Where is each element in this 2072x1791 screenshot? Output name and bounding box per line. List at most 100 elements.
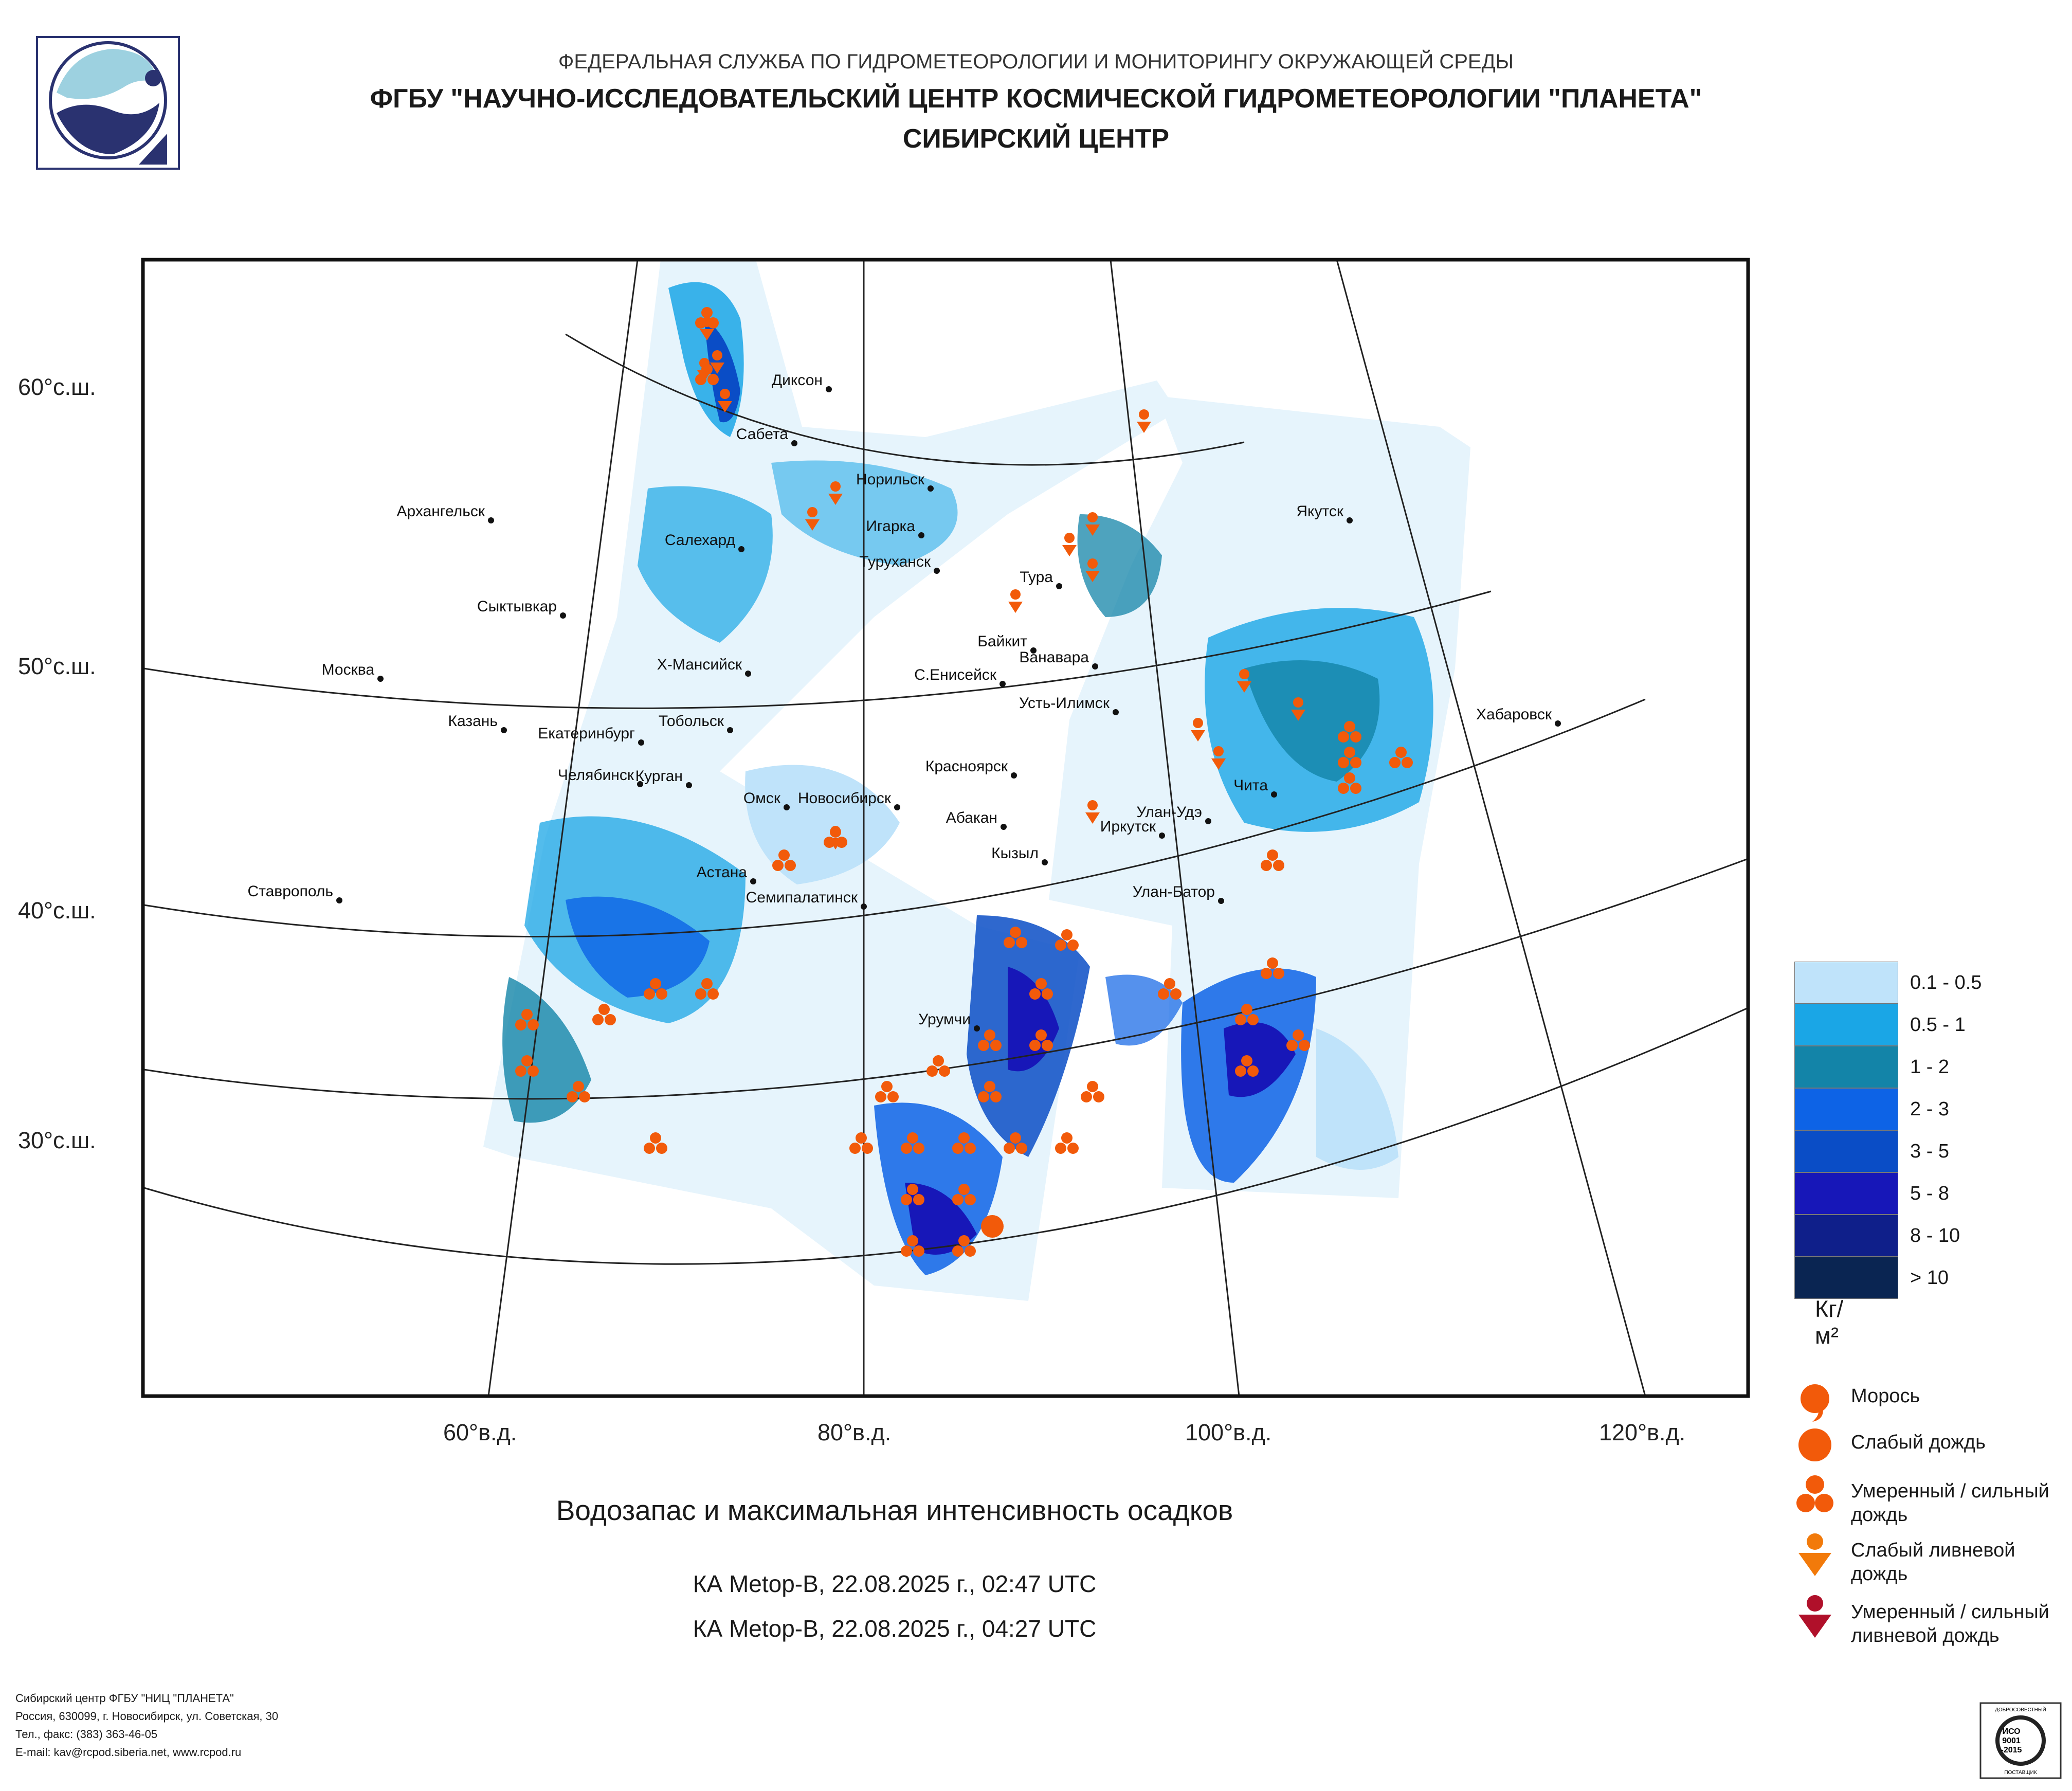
drizzle-icon [1801,1384,1829,1422]
city-marker: Улан-Удэ [1136,804,1211,824]
city-marker: Тура [1020,569,1062,589]
satellite-pass-2: КА Metop-B, 22.08.2025 г., 04:27 UTC [693,1615,1097,1642]
city-label: Салехард [665,532,735,549]
legend-scale-row: 1 - 2 [1794,1046,2062,1088]
map-area: Диксон Сабета Норильск Салехард Игарка Туруха… [143,260,1748,1396]
legend-symbol-label: Слабый ливневой дождь [1851,1540,2015,1585]
city-dot [638,739,644,746]
lat-label-50: 50°с.ш. [18,653,96,679]
city-marker: Курган [635,768,692,788]
legend-swatch [1794,1088,1898,1130]
city-label: Улан-Батор [1133,883,1215,900]
city-marker: Ванавара [1019,649,1098,670]
city-marker: Казань [448,713,507,733]
legend-scale-label: 0.5 - 1 [1910,1014,1966,1036]
light-shower-symbol [1062,533,1077,556]
city-dot [784,804,790,810]
legend-scale-label: 3 - 5 [1910,1141,1950,1162]
legend-scale-label: 1 - 2 [1910,1056,1950,1078]
city-marker: Екатеринбург [538,725,644,746]
city-marker: Якутск [1296,503,1353,523]
legend-swatch [1794,1172,1898,1215]
city-label: Норильск [856,471,925,488]
city-dot [1205,818,1211,824]
city-marker: Новосибирск [798,790,900,810]
moderate-rain-symbol [515,1009,539,1030]
city-dot [861,903,867,910]
city-marker: Семипалатинск [746,889,867,910]
moderate-rain-symbol [1389,747,1413,768]
legend-scale-label: 2 - 3 [1910,1098,1950,1120]
moderate-rain-symbol [1055,929,1079,951]
city-dot [1218,898,1224,904]
city-label: Тобольск [659,713,724,730]
legend-scale-row: 3 - 5 [1794,1130,2062,1172]
legend-scale-label: 8 - 10 [1910,1225,1960,1246]
lon-label-120: 120°в.д. [1599,1419,1686,1445]
moderate-rain-symbol [952,1235,976,1257]
city-marker: Тобольск [659,713,733,733]
city-label: Семипалатинск [746,889,858,906]
moderate-rain-symbol [875,1081,899,1102]
light-shower-symbol [805,507,820,531]
moderate-rain-symbol [1261,957,1284,979]
city-dot [686,782,692,788]
city-label: Сыктывкар [477,598,557,615]
header-center: СИБИРСКИЙ ЦЕНТР [902,124,1170,154]
moderate-rain-symbol [1338,721,1361,743]
city-marker: Москва [322,661,384,682]
moderate-rain-symbol [1235,1055,1259,1077]
light-shower-symbol [1085,512,1100,536]
city-marker: Ставрополь [248,883,342,903]
legend-swatch [1794,962,1898,1004]
map-frame [141,258,1750,1398]
light-shower-symbol [1191,718,1205,741]
contact-email: E-mail: kav@rcpod.siberia.net, www.rcpod… [15,1746,242,1759]
city-dot [1159,833,1165,839]
light-shower-symbol [710,350,724,374]
light-shower-symbol [1211,746,1226,770]
city-dot [501,727,507,733]
light-shower-icon [1798,1533,1831,1576]
moderate-rain-symbol [1055,1132,1079,1154]
city-marker: Диксон [772,372,832,392]
city-label: Казань [448,713,498,730]
city-label: Астана [697,864,748,881]
city-label: Сабета [736,426,789,443]
legend-scale-label: 0.1 - 0.5 [1910,972,1982,993]
legend-swatch [1794,1004,1898,1046]
legend-symbol-label: Морось [1851,1385,1920,1407]
legend-swatch [1794,1130,1898,1172]
moderate-rain-symbol [1338,747,1361,768]
city-label: Ванавара [1019,649,1089,666]
legend-scale-row: > 10 [1794,1257,2062,1299]
moderate-rain-symbol [1261,849,1284,871]
moderate-rain-symbol [926,1055,950,1077]
iso-line-1: ИСО [2002,1727,2020,1736]
header-agency: ФЕДЕРАЛЬНАЯ СЛУЖБА ПО ГИДРОМЕТЕОРОЛОГИИ … [558,50,1514,73]
city-label: Красноярск [925,758,1008,775]
moderate-rain-symbol [849,1132,873,1154]
city-dot [1347,517,1353,523]
city-dot [336,897,342,903]
moderate-rain-symbol [772,849,796,871]
lon-label-100: 100°в.д. [1185,1419,1272,1445]
moderate-rain-symbol [952,1184,976,1205]
moderate-rain-symbol [1338,772,1361,794]
city-marker: Абакан [946,809,1007,830]
city-label: Новосибирск [798,790,892,807]
heavy-shower-icon [1798,1595,1831,1638]
city-dot [1271,791,1277,798]
moderate-rain-symbol [901,1184,924,1205]
lon-label-80: 80°в.д. [817,1419,892,1445]
contact-phone: Тел., факс: (383) 363-46-05 [15,1728,158,1741]
parallel-60 [143,590,1492,709]
city-marker: Сабета [736,426,797,446]
moderate-rain-symbol [592,1004,616,1025]
city-label: Ставрополь [248,883,333,900]
lat-label-60: 60°с.ш. [18,374,96,400]
legend-swatch [1794,1215,1898,1257]
city-label: Чита [1233,777,1268,794]
city-dot [1001,824,1007,830]
